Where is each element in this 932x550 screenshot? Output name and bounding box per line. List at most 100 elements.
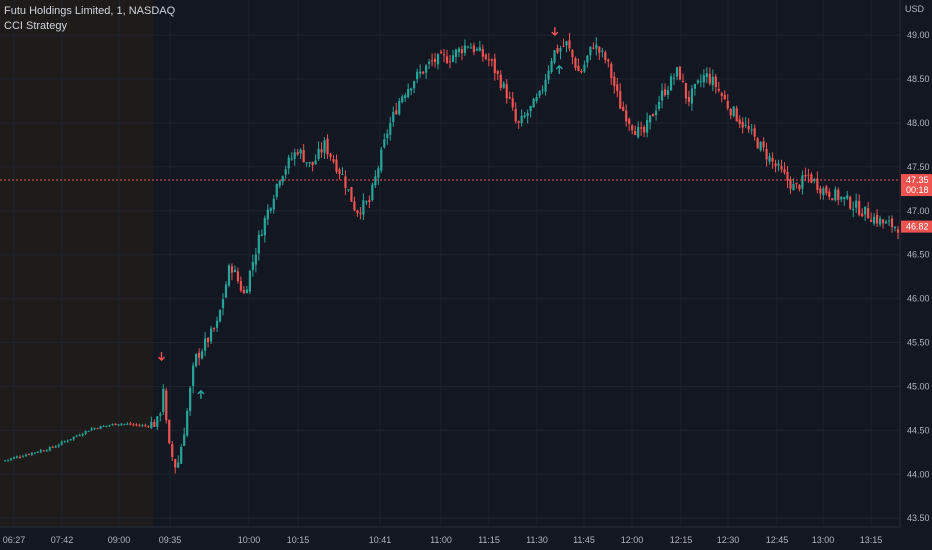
candle-body	[374, 176, 377, 186]
candle-body	[141, 425, 144, 427]
candle-body	[484, 54, 487, 59]
candle-body	[792, 183, 795, 191]
candle-body	[329, 153, 332, 158]
candle-body	[3, 460, 6, 462]
candle-body	[481, 49, 484, 57]
candle-body	[649, 115, 652, 123]
candle-body	[690, 88, 694, 104]
candle-body	[78, 435, 81, 437]
candle-body	[102, 425, 105, 427]
candle-body	[254, 254, 257, 265]
candle-body	[777, 163, 780, 166]
price-tick-label: 43.50	[907, 513, 930, 523]
candle-body	[430, 60, 434, 62]
candle-body	[657, 101, 661, 109]
candle-body	[589, 46, 592, 56]
candle-body	[12, 457, 15, 459]
candle-body	[66, 440, 69, 442]
candle-body	[108, 425, 111, 427]
candle-body	[171, 444, 174, 457]
candle-body	[84, 430, 87, 434]
candle-body	[275, 184, 278, 197]
candle-body	[631, 125, 634, 131]
candle-body	[541, 89, 544, 91]
candle-body	[117, 424, 120, 426]
candle-body	[263, 217, 266, 236]
candle-body	[505, 84, 508, 99]
candle-body	[861, 213, 864, 217]
candle-body	[651, 114, 655, 117]
candle-body	[622, 106, 625, 111]
candle-body	[174, 459, 177, 468]
candle-body	[735, 108, 738, 122]
candle-body	[6, 459, 9, 461]
candle-body	[395, 110, 398, 115]
price-tick-label: 49.00	[907, 30, 930, 40]
candle-body	[377, 168, 380, 178]
candle-body	[640, 127, 643, 129]
candle-body	[562, 45, 565, 47]
chart-legend: Futu Holdings Limited, 1, NASDAQ CCI Str…	[4, 4, 175, 34]
time-axis[interactable]: 06:27 07:42 09:00 09:35 10:00 10:15 10:41 11:00…	[3, 535, 883, 545]
candle-body	[206, 338, 210, 342]
candle-body	[45, 450, 48, 452]
candle-body	[90, 428, 93, 431]
candle-body	[93, 428, 96, 430]
price-axis[interactable]: 43.50 44.00 44.50 45.00 45.50 46.00 46.50 47.00…	[907, 30, 930, 523]
candle-body	[416, 71, 419, 80]
candle-body	[96, 428, 99, 430]
buy-arrow-icon	[555, 64, 563, 74]
candle-body	[801, 175, 804, 189]
candle-body	[846, 195, 849, 199]
candle-body	[526, 113, 529, 116]
candle-body	[643, 126, 646, 133]
candle-body	[87, 430, 90, 432]
candle-body	[278, 180, 281, 186]
candle-body	[637, 126, 640, 138]
candle-body	[807, 174, 810, 176]
candle-body	[57, 444, 60, 447]
time-tick-label: 11:15	[478, 535, 500, 545]
candle-body	[508, 97, 511, 99]
candle-body	[215, 320, 219, 328]
candle-body	[810, 174, 813, 183]
candle-body	[299, 149, 302, 154]
candle-body	[819, 188, 822, 194]
candle-body	[619, 91, 622, 109]
buy-arrow-icon	[197, 389, 205, 399]
candle-body	[218, 309, 222, 322]
candle-body	[867, 208, 870, 219]
price-label-countdown: 00:18	[906, 185, 929, 195]
currency-label[interactable]: USD	[902, 3, 926, 15]
candle-body	[538, 90, 541, 96]
candle-body	[353, 201, 356, 211]
candle-body	[571, 49, 574, 58]
candle-body	[302, 149, 305, 163]
candle-body	[305, 162, 308, 164]
candle-body	[15, 456, 18, 458]
candle-body	[436, 53, 440, 65]
candle-body	[407, 88, 410, 98]
candle-body	[350, 186, 353, 202]
symbol-title[interactable]: Futu Holdings Limited, 1, NASDAQ	[4, 5, 176, 17]
candle-body	[398, 100, 401, 115]
candle-body	[747, 126, 750, 130]
candle-body	[126, 423, 129, 425]
candle-body	[535, 97, 538, 102]
candle-body	[356, 210, 359, 213]
candle-body	[60, 441, 63, 445]
candle-body	[628, 119, 631, 124]
candle-body	[544, 79, 547, 92]
candle-body	[233, 269, 237, 273]
candle-body	[410, 88, 413, 91]
candle-body	[338, 169, 341, 174]
candle-body	[230, 266, 234, 273]
candle-body	[840, 197, 843, 200]
strategy-title[interactable]: CCI Strategy	[4, 20, 67, 32]
candle-body	[634, 131, 637, 135]
candle-body	[881, 219, 885, 224]
time-tick-label: 11:00	[430, 535, 452, 545]
candle-body	[227, 265, 231, 286]
